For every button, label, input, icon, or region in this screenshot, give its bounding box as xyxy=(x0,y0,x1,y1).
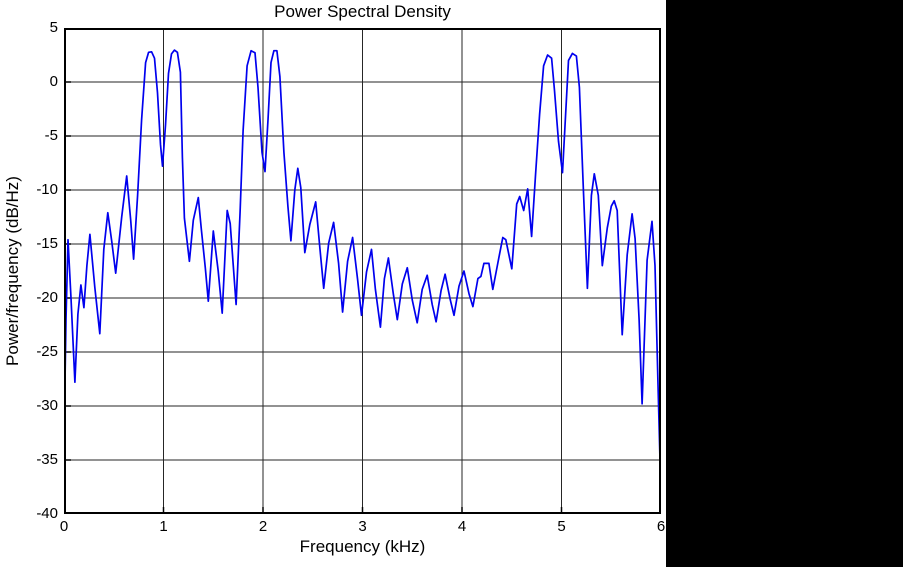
y-axis-label: Power/frequency (dB/Hz) xyxy=(3,176,22,366)
y-tick-label: -15 xyxy=(36,235,58,252)
x-tick-label: 6 xyxy=(656,518,666,535)
y-tick-label: -5 xyxy=(44,127,58,144)
x-tick-label: 4 xyxy=(457,518,467,535)
x-tick-label: 1 xyxy=(159,518,168,535)
x-tick-label: 0 xyxy=(59,518,69,535)
y-tick-label: -35 xyxy=(36,451,58,468)
figure-canvas: Power Spectral Density Power/frequency (… xyxy=(0,0,666,567)
y-tick-label: 5 xyxy=(49,19,58,36)
y-tick-label: -20 xyxy=(36,289,58,306)
chart-title: Power Spectral Density xyxy=(274,2,451,21)
x-tick-label: 3 xyxy=(358,518,367,535)
psd-curve xyxy=(64,49,661,499)
axes-border xyxy=(64,28,661,514)
x-tick-label: 5 xyxy=(557,518,566,535)
y-tick-label: -40 xyxy=(36,505,58,522)
y-tick-label: -30 xyxy=(36,397,58,414)
plot-area xyxy=(64,28,661,514)
y-tick-label: -25 xyxy=(36,343,58,360)
x-axis-label: Frequency (kHz) xyxy=(299,537,426,556)
x-tick-label: 2 xyxy=(258,518,268,535)
right-black-strip xyxy=(666,0,903,567)
y-tick-label: 0 xyxy=(49,73,58,90)
y-tick-label: -10 xyxy=(36,181,58,198)
